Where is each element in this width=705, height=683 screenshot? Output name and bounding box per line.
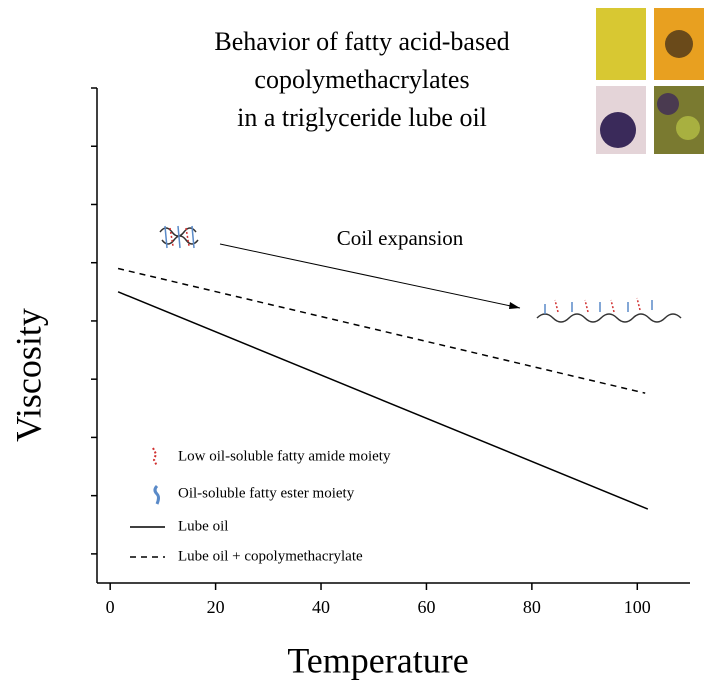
amide-icon [152,447,158,467]
x-tick-label: 20 [207,597,225,617]
coil-molecule [159,225,199,249]
x-tick-label: 60 [417,597,435,617]
arrow [219,243,521,309]
chart-title: copolymethacrylates [254,65,469,94]
y-axis-label: Viscosity [8,308,48,442]
chart-title: in a triglyceride lube oil [237,103,487,132]
annotation: Coil expansion [337,226,464,250]
series-line [117,267,646,394]
chart-title: Behavior of fatty acid-based [214,27,509,56]
arrow-head [509,302,520,309]
series-line [117,291,649,510]
x-tick-label: 80 [523,597,541,617]
photos [596,8,704,154]
x-axis-label: Temperature [287,640,468,680]
x-tick-label: 0 [106,597,115,617]
x-tick-label: 100 [624,597,651,617]
legend-label: Lube oil + copolymethacrylate [178,548,363,564]
legend-label: Lube oil [178,518,228,534]
expanded-molecule [536,297,682,323]
moiety-label: Low oil-soluble fatty amide moiety [178,448,391,464]
ester-icon [153,484,160,505]
x-tick-label: 40 [312,597,330,617]
moiety-label: Oil-soluble fatty ester moiety [178,485,355,501]
